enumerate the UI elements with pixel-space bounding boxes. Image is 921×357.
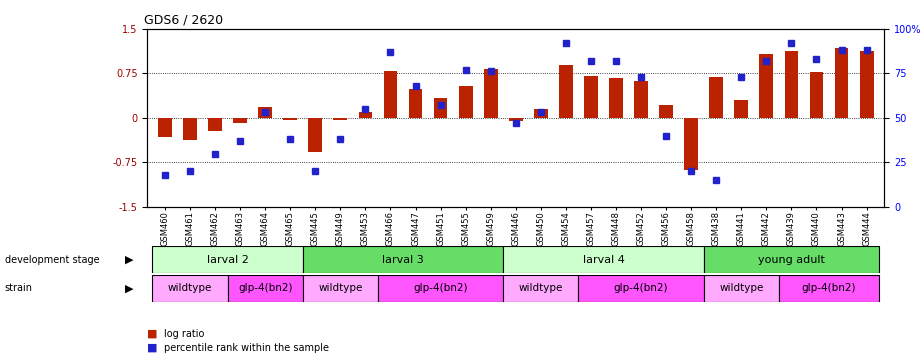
Bar bbox=[734, 100, 748, 118]
Bar bbox=[208, 118, 222, 131]
Text: glp-4(bn2): glp-4(bn2) bbox=[238, 283, 292, 293]
Bar bbox=[434, 98, 448, 118]
Text: GDS6 / 2620: GDS6 / 2620 bbox=[144, 13, 223, 26]
Bar bbox=[409, 89, 423, 118]
Text: log ratio: log ratio bbox=[164, 329, 204, 339]
Bar bbox=[152, 246, 303, 273]
Bar bbox=[333, 118, 347, 120]
Text: wildtype: wildtype bbox=[318, 283, 363, 293]
Text: glp-4(bn2): glp-4(bn2) bbox=[414, 283, 468, 293]
Bar bbox=[810, 72, 823, 118]
Bar bbox=[509, 118, 522, 121]
Bar bbox=[258, 107, 272, 118]
Bar bbox=[503, 275, 578, 302]
Text: development stage: development stage bbox=[5, 255, 99, 265]
Text: larval 4: larval 4 bbox=[583, 255, 624, 265]
Bar bbox=[484, 69, 497, 118]
Bar bbox=[183, 118, 197, 140]
Bar bbox=[378, 275, 503, 302]
Text: percentile rank within the sample: percentile rank within the sample bbox=[164, 343, 329, 353]
Bar bbox=[709, 77, 723, 118]
Bar bbox=[635, 81, 648, 118]
Bar bbox=[760, 54, 774, 118]
Bar bbox=[503, 246, 704, 273]
Bar bbox=[609, 78, 623, 118]
Bar bbox=[578, 275, 704, 302]
Bar bbox=[859, 51, 873, 118]
Text: ▶: ▶ bbox=[125, 255, 134, 265]
Bar bbox=[358, 112, 372, 118]
Bar bbox=[779, 275, 880, 302]
Text: wildtype: wildtype bbox=[168, 283, 212, 293]
Bar bbox=[584, 76, 598, 118]
Text: wildtype: wildtype bbox=[719, 283, 764, 293]
Bar bbox=[459, 86, 472, 118]
Text: glp-4(bn2): glp-4(bn2) bbox=[613, 283, 669, 293]
Bar bbox=[284, 118, 297, 120]
Bar bbox=[704, 275, 779, 302]
Bar bbox=[559, 65, 573, 118]
Bar bbox=[303, 246, 503, 273]
Text: wildtype: wildtype bbox=[519, 283, 563, 293]
Bar bbox=[785, 51, 799, 118]
Bar bbox=[704, 246, 880, 273]
Bar bbox=[684, 118, 698, 170]
Text: larval 3: larval 3 bbox=[382, 255, 424, 265]
Bar bbox=[227, 275, 303, 302]
Bar bbox=[303, 275, 378, 302]
Bar bbox=[152, 275, 227, 302]
Text: young adult: young adult bbox=[758, 255, 825, 265]
Bar bbox=[158, 118, 172, 137]
Text: ■: ■ bbox=[147, 329, 157, 339]
Text: larval 2: larval 2 bbox=[206, 255, 249, 265]
Text: ▶: ▶ bbox=[125, 283, 134, 293]
Bar bbox=[233, 118, 247, 122]
Text: ■: ■ bbox=[147, 343, 157, 353]
Text: glp-4(bn2): glp-4(bn2) bbox=[802, 283, 857, 293]
Bar bbox=[534, 110, 548, 118]
Bar bbox=[834, 47, 848, 118]
Text: strain: strain bbox=[5, 283, 32, 293]
Bar bbox=[309, 118, 322, 152]
Bar bbox=[383, 71, 397, 118]
Bar bbox=[659, 105, 673, 118]
